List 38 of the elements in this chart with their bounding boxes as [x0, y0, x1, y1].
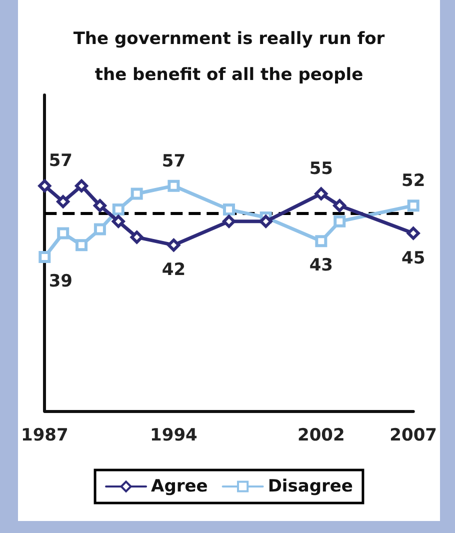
point [38, 179, 52, 192]
legend-label: Disagree [268, 476, 353, 496]
data-label: 42 [162, 260, 186, 280]
point [38, 250, 51, 263]
point [407, 200, 420, 212]
point [130, 230, 144, 244]
point [333, 199, 346, 212]
point [57, 227, 70, 240]
x-tick-label: 1994 [150, 426, 198, 446]
chart-title: The government is really run for the benefit of all the people [73, 29, 386, 85]
point [130, 188, 143, 200]
point [112, 204, 124, 216]
x-tick-label: 1987 [20, 426, 68, 446]
point [93, 199, 106, 212]
point [76, 239, 88, 252]
x-tick-label: 2002 [298, 426, 345, 446]
point [168, 180, 180, 192]
point [56, 195, 70, 208]
point [406, 226, 420, 240]
data-label: 55 [309, 158, 334, 179]
point [75, 179, 88, 192]
data-label: 39 [48, 271, 72, 292]
point [334, 215, 346, 228]
data-label: 57 [162, 151, 186, 172]
point [223, 204, 235, 216]
point [167, 238, 180, 252]
data-label: 45 [402, 248, 426, 268]
data-label: 57 [48, 150, 72, 171]
point [94, 223, 106, 236]
point [112, 214, 125, 228]
point [315, 235, 328, 248]
point [259, 214, 272, 228]
point [222, 214, 236, 228]
legend-label: Agree [151, 476, 208, 496]
data-label: 43 [309, 256, 334, 276]
data-label: 52 [402, 171, 426, 192]
point [314, 187, 328, 200]
x-tick-label: 2007 [390, 426, 438, 446]
